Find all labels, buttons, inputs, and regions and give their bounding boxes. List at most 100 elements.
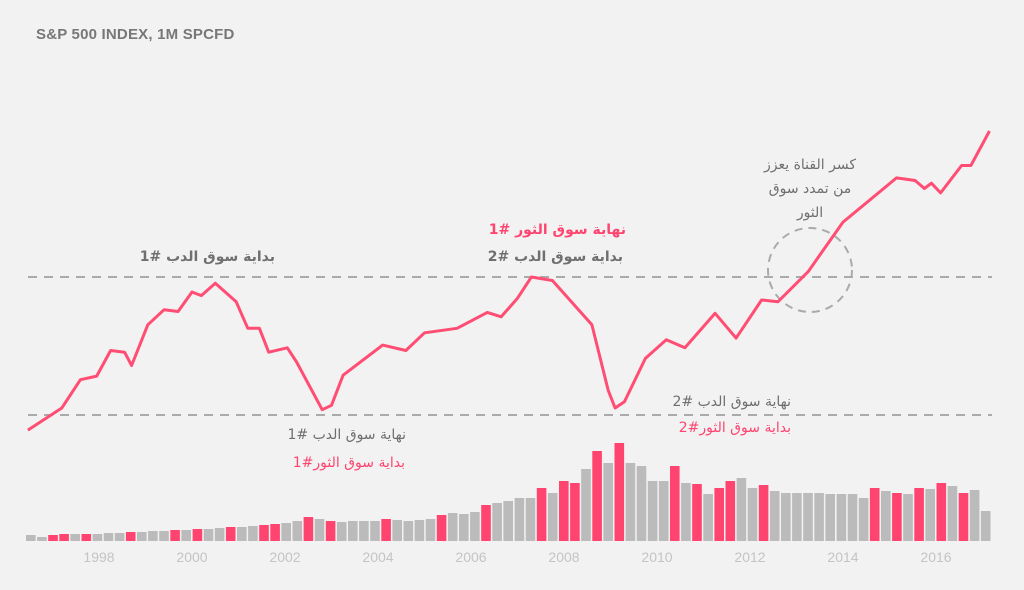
volume-bar: [647, 481, 658, 541]
volume-bar: [370, 521, 380, 541]
volume-bar: [980, 511, 991, 541]
volume-bar: [270, 524, 280, 541]
volume-bar: [403, 521, 414, 541]
volume-bar: [714, 488, 724, 541]
x-tick-label: 2006: [455, 549, 486, 565]
volume-bar: [747, 488, 758, 541]
volume-bar: [314, 519, 325, 541]
volume-bar: [681, 483, 691, 541]
volume-bar: [225, 527, 236, 541]
label-breakout-line2: من تمدد سوق: [769, 181, 851, 197]
volume-bar: [170, 530, 180, 541]
volume-bar: [26, 535, 36, 541]
volume-bar: [958, 493, 969, 541]
label-bull1-start: بداية سوق الثور#1: [293, 455, 405, 471]
volume-bar: [381, 519, 391, 541]
price-line: [27, 130, 991, 432]
volume-bar: [192, 529, 203, 541]
volume-bar: [769, 491, 780, 541]
volume-bar: [92, 534, 103, 541]
volume-bar: [781, 493, 791, 541]
volume-bar: [492, 503, 502, 541]
volume-bar: [103, 533, 114, 541]
volume-bar: [936, 483, 947, 541]
volume-bar: [70, 534, 80, 541]
volume-bar: [237, 527, 247, 541]
chart-title: S&P 500 INDEX, 1M SPCFD: [36, 26, 235, 43]
x-tick-label: 2008: [548, 549, 579, 565]
volume-bar: [281, 523, 291, 541]
volume-bar: [292, 521, 303, 541]
volume-bar: [48, 535, 58, 541]
x-axis-ticks: 1998 2000 2002 2004 2006 2008 2010 2012 2014 2016: [83, 549, 951, 565]
volume-bar: [581, 469, 591, 541]
volume-bar: [248, 526, 258, 541]
volume-bar: [814, 493, 824, 541]
volume-bar: [736, 478, 747, 541]
volume-bar: [803, 493, 813, 541]
volume-bar: [470, 512, 480, 541]
volume-bar: [37, 537, 47, 541]
label-bull2-start: بداية سوق الثور#2: [679, 420, 791, 436]
volume-bar: [59, 534, 69, 541]
label-bear2-start: بداية سوق الدب #2: [488, 249, 623, 265]
volume-bar: [303, 517, 314, 541]
x-tick-label: 2014: [827, 549, 858, 565]
volume-bar: [525, 498, 536, 541]
volume-bar: [414, 520, 425, 541]
volume-bar: [869, 488, 880, 541]
label-breakout-line1: كسر القناة يعزز: [763, 157, 856, 173]
volume-bar: [203, 529, 214, 541]
label-breakout-line3: الثور: [796, 205, 823, 221]
volume-bar: [858, 498, 869, 541]
volume-bar: [692, 484, 702, 541]
volume-bar: [336, 522, 347, 541]
volume-bar: [459, 514, 469, 541]
volume-bar: [148, 531, 158, 541]
x-tick-label: 2010: [641, 549, 672, 565]
volume-bar: [547, 493, 558, 541]
label-bull1-end: نهاية سوق الثور #1: [489, 222, 626, 238]
volume-bar: [603, 463, 613, 541]
volume-bar: [114, 533, 125, 541]
x-tick-label: 2002: [269, 549, 300, 565]
volume-bar: [947, 486, 958, 541]
volume-bar: [847, 494, 858, 541]
volume-bar: [881, 491, 891, 541]
volume-bar: [670, 466, 680, 541]
volume-bar: [570, 483, 580, 541]
volume-bar: [758, 485, 769, 541]
volume-bar: [81, 534, 92, 541]
volume-bar: [636, 466, 647, 541]
volume-bar: [625, 463, 636, 541]
volume-bar: [137, 532, 147, 541]
volume-bar: [825, 494, 835, 541]
volume-bar: [903, 494, 913, 541]
volume-bar: [914, 488, 924, 541]
volume-bar: [181, 530, 191, 541]
volume-bar: [348, 521, 358, 541]
volume-bar: [559, 481, 569, 541]
x-tick-label: 2012: [734, 549, 765, 565]
volume-bar: [259, 525, 269, 541]
x-tick-label: 1998: [83, 549, 114, 565]
volume-bar: [325, 521, 336, 541]
volume-bar: [503, 501, 513, 541]
volume-bar: [447, 513, 458, 541]
volume-bar: [536, 488, 547, 541]
volume-bar: [658, 481, 669, 541]
volume-bar: [703, 494, 713, 541]
label-bear1-start: بداية سوق الدب #1: [140, 249, 275, 265]
volume-bar: [792, 493, 802, 541]
volume-bar: [392, 520, 402, 541]
volume-bar: [481, 505, 491, 541]
volume-bar: [892, 493, 902, 541]
x-tick-label: 2000: [176, 549, 207, 565]
label-bear2-end: نهاية سوق الدب #2: [672, 394, 791, 410]
volume-bar: [359, 521, 369, 541]
volume-bars: [26, 443, 991, 541]
volume-bar: [836, 494, 847, 541]
breakout-circle: [767, 227, 853, 313]
